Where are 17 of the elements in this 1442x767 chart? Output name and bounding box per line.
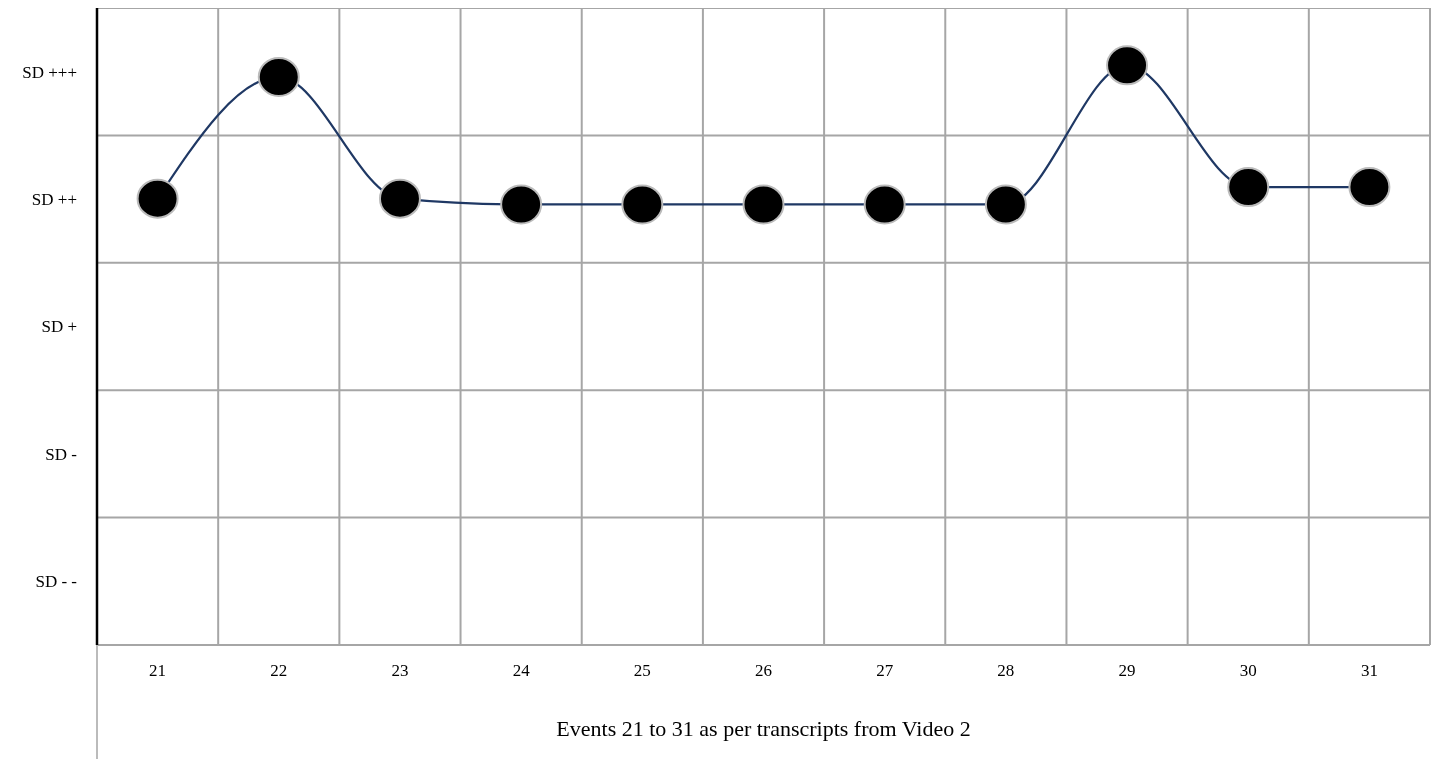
text: SD +++ xyxy=(22,62,77,82)
x-axis-title: Events 21 to 31 as per transcripts from Video 2 xyxy=(556,716,971,741)
x-tick-label: 21 xyxy=(149,661,167,680)
x-tick-label: 30 xyxy=(1239,661,1257,680)
x-tick-label: 22 xyxy=(270,661,288,680)
text: SD - - xyxy=(35,572,78,592)
x-tick-label: 24 xyxy=(512,661,531,680)
x-tick-label: 31 xyxy=(1360,661,1378,680)
x-tick-label: 23 xyxy=(391,661,409,680)
x-tick-label: 29 xyxy=(1118,661,1136,680)
x-tick-label: 26 xyxy=(755,661,772,680)
x-tick-label: 25 xyxy=(633,661,651,680)
text: SD ++ xyxy=(31,190,77,210)
x-tick-label: 28 xyxy=(997,661,1015,680)
text: SD - xyxy=(45,444,78,464)
text: SD + xyxy=(41,317,77,337)
x-tick-label: 27 xyxy=(876,661,894,680)
